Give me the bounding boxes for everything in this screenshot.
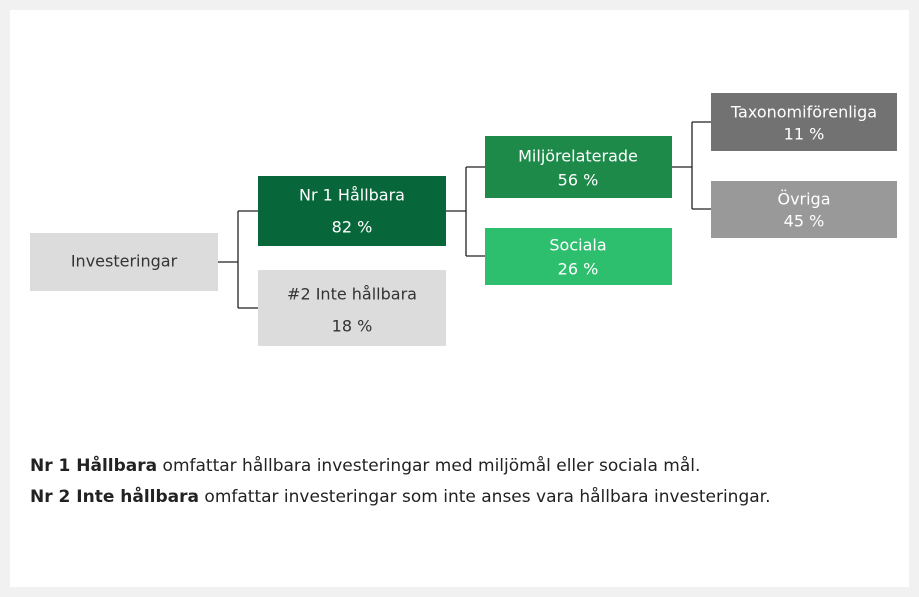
node-box xyxy=(711,93,897,151)
node-box xyxy=(258,270,446,346)
node-box xyxy=(711,181,897,238)
node-value: 45 % xyxy=(784,212,825,231)
node-box xyxy=(30,233,218,291)
note-term: Nr 1 Hållbara xyxy=(30,454,157,476)
node-label: #2 Inte hållbara xyxy=(287,285,417,304)
connector xyxy=(218,210,258,309)
node-box xyxy=(485,228,672,285)
note-text: omfattar investeringar som inte anses va… xyxy=(204,486,770,507)
connector xyxy=(446,166,485,257)
node-box xyxy=(258,176,446,246)
note: Nr 2 Inte hållbara omfattar investeringa… xyxy=(30,485,771,507)
note-term: Nr 2 Inte hållbara xyxy=(30,485,199,507)
node-label: Investeringar xyxy=(71,252,178,271)
node-label: Taxonomiförenliga xyxy=(730,103,877,122)
note: Nr 1 Hållbara omfattar hållbara invester… xyxy=(30,454,700,476)
node-value: 56 % xyxy=(558,171,599,190)
connector xyxy=(672,121,711,210)
node-value: 11 % xyxy=(784,125,825,144)
node-label: Nr 1 Hållbara xyxy=(299,186,405,205)
node-label: Övriga xyxy=(777,190,830,209)
node-label: Sociala xyxy=(549,236,606,255)
note-text: omfattar hållbara investeringar med milj… xyxy=(163,455,701,476)
node-label: Miljörelaterade xyxy=(518,147,638,166)
connectors xyxy=(218,121,711,309)
node-value: 18 % xyxy=(332,317,373,336)
node-value: 82 % xyxy=(332,218,373,237)
node-box xyxy=(485,136,672,198)
node-value: 26 % xyxy=(558,260,599,279)
